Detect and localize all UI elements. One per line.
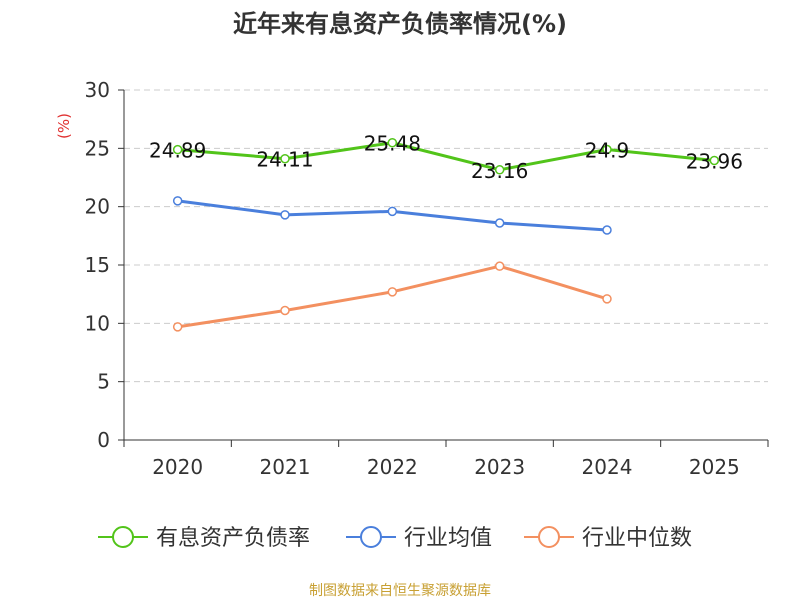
legend-item: 有息资产负债率: [98, 526, 310, 551]
y-tick-label: 20: [85, 195, 110, 219]
data-point: [172, 144, 183, 155]
data-point: [387, 137, 398, 148]
y-tick-label: 0: [97, 428, 110, 452]
x-tick-label: 2024: [582, 455, 633, 479]
series-3: [172, 261, 612, 332]
series-2: [172, 196, 612, 235]
data-point: [709, 155, 720, 166]
chart-title: 近年来有息资产负债率情况(%): [233, 10, 567, 38]
data-point: [280, 153, 290, 164]
data-label: 23.96: [686, 149, 743, 173]
data-point: [602, 144, 612, 155]
data-point: [172, 196, 183, 206]
data-point: [172, 322, 183, 332]
data-point: [602, 225, 612, 235]
x-tick-label: 2022: [367, 455, 418, 479]
legend-label: 行业中位数: [582, 526, 692, 551]
y-tick-label: 10: [85, 311, 110, 335]
legend-marker: [360, 526, 382, 548]
x-tick-label: 2023: [474, 455, 525, 479]
data-point: [280, 305, 290, 316]
data-point: [494, 261, 505, 271]
data-point: [387, 287, 398, 297]
data-label: 24.89: [149, 139, 206, 163]
series-line: [177, 141, 715, 172]
x-tick-label: 2021: [260, 455, 311, 479]
y-tick-label: 5: [97, 370, 110, 394]
series-lines: 24.89 24.11 25.48 23.16 24.9 23.96: [149, 132, 743, 332]
legend-item: 行业中位数: [524, 526, 692, 551]
data-label: 23.16: [471, 159, 528, 183]
data-label: 25.48: [364, 132, 421, 156]
y-tick-label: 15: [85, 253, 110, 277]
legend-label: 有息资产负债率: [156, 526, 310, 551]
y-axis-label: (%): [55, 113, 73, 139]
legend: 有息资产负债率 行业均值 行业中位数: [98, 526, 692, 551]
data-label: 24.11: [256, 148, 313, 172]
data-point: [280, 210, 290, 220]
x-tick-label: 2020: [152, 455, 203, 479]
legend-label: 行业均值: [404, 526, 492, 551]
y-tick-label: 30: [85, 78, 110, 102]
data-point: [602, 294, 612, 304]
data-point: [494, 218, 505, 228]
grid-lines: [124, 89, 768, 383]
series-1: 24.89 24.11 25.48 23.16 24.9 23.96: [149, 132, 743, 183]
data-label: 24.9: [585, 139, 630, 163]
source-note: 制图数据来自恒生聚源数据库: [309, 583, 491, 599]
legend-marker: [538, 526, 560, 548]
y-tick-label: 25: [85, 136, 110, 160]
data-point: [494, 165, 505, 175]
x-tick-label: 2025: [689, 455, 740, 479]
legend-item: 行业均值: [346, 526, 492, 551]
legend-marker: [112, 526, 134, 548]
data-point: [387, 206, 398, 217]
